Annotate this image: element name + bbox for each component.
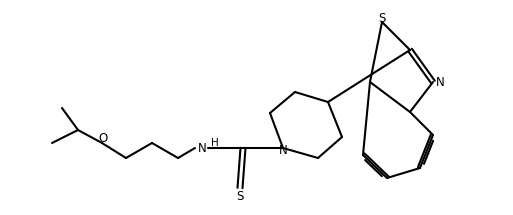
- Text: S: S: [378, 11, 386, 25]
- Text: N: N: [279, 144, 287, 158]
- Text: H: H: [211, 138, 219, 148]
- Text: S: S: [236, 189, 244, 203]
- Text: N: N: [436, 77, 444, 89]
- Text: N: N: [198, 141, 207, 155]
- Text: O: O: [98, 132, 108, 144]
